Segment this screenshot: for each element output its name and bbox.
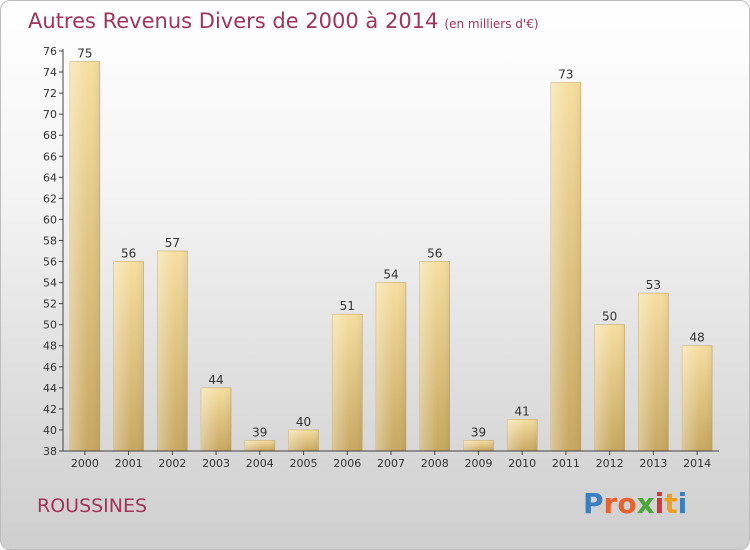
bar-highlight [69,61,100,452]
x-tick-label: 2004 [246,457,274,470]
x-tick-label: 2008 [421,457,449,470]
y-tick-label: 50 [43,319,57,332]
y-tick-label: 54 [43,277,57,290]
brand-letter: o [617,487,637,520]
bar-value-label: 48 [689,331,704,345]
x-tick-label: 2014 [683,457,711,470]
bar-value-label: 54 [383,268,398,282]
bar-highlight [419,261,450,451]
x-tick-label: 2010 [508,457,536,470]
y-tick-label: 72 [43,87,57,100]
bar-highlight [682,345,713,451]
x-tick-label: 2006 [333,457,361,470]
y-tick-label: 56 [43,256,57,269]
proxiti-logo[interactable]: Proxiti [583,487,687,520]
y-tick-label: 40 [43,424,57,437]
bar-highlight [201,387,232,451]
bar-highlight [463,440,494,451]
brand-letter: i [677,487,688,520]
brand-letter: P [583,487,604,520]
x-tick-label: 2009 [464,457,492,470]
y-tick-label: 48 [43,340,57,353]
chart-title-text: Autres Revenus Divers de 2000 à 2014 [28,9,439,33]
bar-value-label: 44 [208,373,223,387]
bar-highlight [332,314,363,451]
data-labels: 75 56 57 44 39 40 51 54 56 39 41 73 50 53 48 [77,47,705,440]
y-tick-label: 52 [43,298,57,311]
bar-highlight [550,82,581,451]
y-tick-label: 62 [43,192,57,205]
brand-letter: r [603,487,618,520]
bar-value-label: 57 [165,236,180,250]
chart-subtitle: (en milliers d'€) [444,17,539,31]
bar-highlight [376,282,406,451]
y-tick-label: 60 [43,213,57,226]
x-tick-label: 2000 [71,457,99,470]
x-tick-label: 2002 [158,457,186,470]
x-tick-label: 2007 [377,457,405,470]
bar-highlight [113,261,144,451]
bar-highlight [638,293,669,451]
bar-highlight [288,429,319,451]
x-tick-label: 2005 [290,457,318,470]
brand-letter: i [654,487,665,520]
bar-value-label: 50 [602,310,617,324]
chart-title: Autres Revenus Divers de 2000 à 2014 (en … [28,9,539,33]
bar-value-label: 73 [558,68,573,82]
y-axis: 38 40 42 44 46 48 50 52 54 56 58 60 62 64 66 68 70 72 74 76 [43,45,64,458]
bar-value-label: 56 [121,247,136,261]
bar-highlight [507,419,538,451]
y-tick-label: 46 [43,361,57,374]
bar-value-label: 53 [646,278,661,292]
brand-letter: x [636,487,655,520]
commune-name: ROUSSINES [37,495,148,517]
y-tick-label: 42 [43,403,57,416]
y-tick-label: 64 [43,171,57,184]
y-tick-label: 70 [43,108,57,121]
y-tick-label: 74 [43,66,57,79]
x-tick-label: 2011 [552,457,580,470]
bars-group [69,61,713,452]
y-tick-label: 38 [43,445,57,458]
y-tick-label: 76 [43,45,57,58]
x-tick-label: 2012 [596,457,624,470]
bar-value-label: 41 [515,404,530,418]
y-tick-label: 44 [43,382,57,395]
bar-value-label: 51 [340,299,355,313]
y-tick-label: 68 [43,129,57,142]
y-tick-label: 66 [43,150,57,163]
bar-value-label: 75 [77,47,92,61]
brand-letter: t [664,487,678,520]
x-tick-label: 2003 [202,457,230,470]
x-tick-label: 2001 [115,457,143,470]
bar-value-label: 39 [252,425,267,439]
x-axis: 2000 2001 2002 2003 2004 2005 2006 2007 2008 2009… [63,450,719,470]
bar-highlight [157,251,188,451]
x-tick-label: 2013 [639,457,667,470]
y-tick-label: 58 [43,234,57,247]
bar-highlight [594,324,625,451]
bar-value-label: 39 [471,425,486,439]
bar-highlight [244,440,275,451]
bar-value-label: 40 [296,415,311,429]
bar-value-label: 56 [427,247,442,261]
